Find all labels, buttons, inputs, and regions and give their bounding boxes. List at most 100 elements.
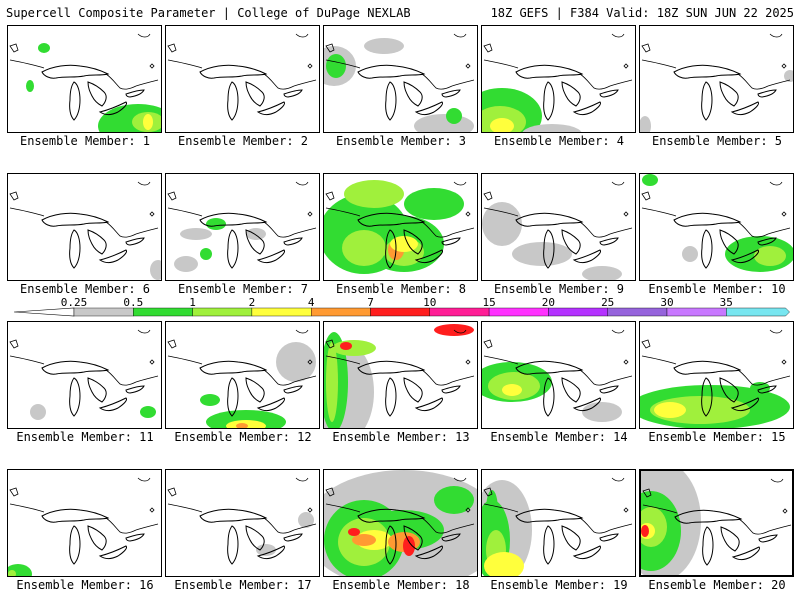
ensemble-member-map[interactable]: [481, 321, 636, 429]
scp-contour-fill: [200, 394, 220, 406]
boundary-line: [453, 33, 467, 38]
boundary-line: [105, 517, 137, 534]
ensemble-member-label: Ensemble Member: 11: [16, 430, 154, 444]
ensemble-member-label: Ensemble Member: 20: [648, 578, 786, 592]
colorbar-segment: [666, 307, 727, 317]
colorbar-tick-label: 35: [719, 296, 733, 309]
map-canvas: [324, 470, 477, 576]
colorbar-segment: [73, 307, 134, 317]
boundary-line: [325, 59, 361, 69]
ensemble-member-map[interactable]: [165, 25, 320, 133]
lake-outline: [515, 64, 584, 79]
colorbar-tick-label: 25: [601, 296, 615, 309]
boundary-line: [9, 207, 45, 217]
boundary-line: [9, 43, 19, 53]
lake-outline: [515, 360, 584, 375]
ensemble-member-label: Ensemble Member: 13: [332, 430, 470, 444]
lake-outline: [599, 385, 619, 394]
header-valid-time: 18Z GEFS | F384 Valid: 18Z SUN JUN 22 20…: [490, 6, 794, 20]
ensemble-member-map[interactable]: [165, 321, 320, 429]
lake-outline: [69, 81, 81, 121]
boundary-line: [483, 43, 493, 53]
boundary-line: [641, 191, 651, 201]
lake-outline: [414, 397, 443, 412]
ensemble-member-map[interactable]: [7, 469, 162, 577]
lake-outline: [227, 81, 239, 121]
boundary-line: [167, 59, 203, 69]
map-canvas: [167, 33, 317, 121]
colorbar-tick-label: 2: [248, 296, 256, 309]
scp-contour-fill: [206, 410, 286, 428]
ensemble-member-map[interactable]: [323, 25, 478, 133]
scp-contour-fill: [434, 486, 474, 514]
ensemble-member-map[interactable]: [323, 321, 478, 429]
colorbar-tick-label: 0.25: [60, 296, 88, 309]
scp-contour-fill: [326, 342, 338, 422]
ensemble-member-label: Ensemble Member: 3: [335, 134, 467, 148]
ensemble-member-map[interactable]: [323, 469, 478, 577]
scp-contour-fill: [332, 340, 376, 356]
lake-outline: [245, 81, 265, 107]
ensemble-member-map[interactable]: [323, 173, 478, 281]
ensemble-member-map[interactable]: [639, 25, 794, 133]
lake-outline: [441, 237, 461, 246]
boundary-line: [737, 73, 769, 90]
scp-contour-fill: [640, 116, 651, 132]
boundary-line: [9, 355, 45, 365]
boundary-line: [483, 487, 493, 497]
colorbar-graphic: [13, 307, 790, 317]
ensemble-member-map[interactable]: [7, 173, 162, 281]
scp-contour-fill: [446, 108, 462, 124]
boundary-line: [738, 518, 770, 535]
lake-outline: [543, 81, 555, 121]
header-title: Supercell Composite Parameter | College …: [6, 6, 411, 20]
boundary-line: [483, 355, 519, 365]
boundary-line: [579, 369, 611, 386]
lake-outline: [283, 237, 303, 246]
ensemble-member-map[interactable]: [481, 173, 636, 281]
lake-outline: [757, 237, 777, 246]
lake-outline: [41, 508, 110, 523]
ensemble-member-map[interactable]: [7, 321, 162, 429]
colorbar-tick-label: 0.5: [123, 296, 144, 309]
lake-outline: [543, 229, 555, 269]
boundary-line: [137, 33, 151, 38]
lake-outline: [357, 64, 426, 79]
scp-contour-fill: [276, 342, 316, 382]
map-canvas: [482, 329, 633, 422]
ensemble-member-map[interactable]: [639, 321, 794, 429]
ensemble-member-map[interactable]: [481, 25, 636, 133]
ensemble-member-map[interactable]: [165, 173, 320, 281]
ensemble-member-map[interactable]: [7, 25, 162, 133]
boundary-line: [769, 329, 783, 334]
scp-contour-fill: [486, 490, 498, 530]
boundary-line: [293, 375, 317, 383]
ensemble-member-map[interactable]: [165, 469, 320, 577]
boundary-line: [105, 221, 137, 238]
scp-contour-fill: [256, 544, 276, 556]
ensemble-member-map[interactable]: [481, 469, 636, 577]
map-canvas: [167, 181, 317, 272]
ensemble-member-map[interactable]: [639, 469, 794, 577]
lake-outline: [69, 377, 81, 417]
boundary-line: [623, 211, 629, 217]
lake-outline: [719, 81, 739, 107]
boundary-line: [611, 477, 625, 482]
boundary-line: [579, 221, 611, 238]
lake-outline: [98, 249, 127, 264]
lake-outline: [414, 101, 443, 116]
map-canvas: [641, 471, 792, 575]
colorbar-tick-label: 30: [660, 296, 674, 309]
boundary-line: [609, 227, 633, 235]
lake-outline: [41, 64, 110, 79]
ensemble-member-map[interactable]: [639, 173, 794, 281]
boundary-line: [295, 181, 309, 186]
boundary-line: [609, 523, 633, 531]
lake-outline: [515, 212, 584, 227]
scp-contour-fill: [390, 236, 418, 252]
lake-outline: [41, 360, 110, 375]
scp-contour-fill: [403, 536, 415, 556]
boundary-line: [149, 359, 155, 365]
lake-outline: [245, 229, 265, 255]
colorbar-tick-label: 7: [367, 296, 374, 309]
